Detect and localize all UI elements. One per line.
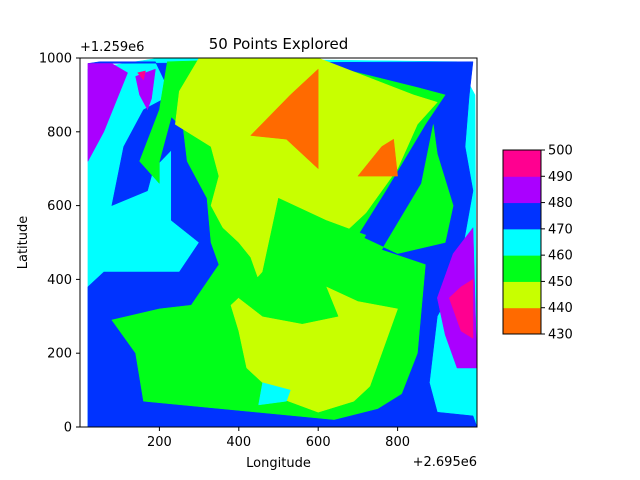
- y-offset-label: +1.259e6: [80, 40, 144, 55]
- contour-region-8: [87, 63, 128, 162]
- y-tick-label: 400: [47, 273, 72, 288]
- x-tick-label: 400: [226, 435, 251, 450]
- x-tick-label: 600: [306, 435, 331, 450]
- contour-region-6: [250, 68, 319, 170]
- y-axis: 0 200 400 600 800 1000: [39, 52, 80, 436]
- colorbar-tick-label: 450: [548, 275, 573, 290]
- colorbar-swatch: [503, 255, 541, 282]
- colorbar-tick-label: 490: [548, 170, 573, 185]
- colorbar-swatch: [503, 150, 541, 177]
- contour-region-5: [258, 382, 291, 406]
- contour-region-4: [238, 197, 367, 324]
- contour-region-7: [357, 138, 398, 177]
- plot-area: [87, 58, 477, 427]
- colorbar-tick-label: 470: [548, 222, 573, 237]
- y-tick-label: 0: [64, 421, 72, 436]
- colorbar-swatch: [503, 281, 541, 309]
- y-tick-label: 600: [47, 199, 72, 214]
- y-axis-label: Latitude: [16, 216, 31, 270]
- colorbar-tick-label: 440: [548, 301, 573, 316]
- y-tick-label: 800: [47, 125, 72, 140]
- y-tick-label: 1000: [39, 52, 72, 67]
- colorbar-swatch: [503, 228, 541, 256]
- x-axis: 200 400 600 800: [147, 427, 410, 450]
- colorbar: 430 440 450 460 470 480 490 500: [502, 144, 573, 343]
- colorbar-tick-label: 480: [548, 196, 573, 211]
- chart-title: 50 Points Explored: [209, 35, 349, 53]
- colorbar-frame: [502, 149, 542, 335]
- x-tick-label: 200: [147, 435, 172, 450]
- x-offset-label: +2.695e6: [413, 455, 477, 470]
- colorbar-swatch: [503, 202, 541, 230]
- plot-frame: [79, 57, 478, 428]
- colorbar-tick-label: 500: [548, 144, 573, 159]
- contour-region-11: [448, 278, 474, 339]
- contour-region-9: [135, 68, 156, 111]
- contour-region-12: [137, 70, 146, 81]
- colorbar-swatch: [503, 307, 541, 335]
- colorbar-tick-label: 460: [548, 249, 573, 264]
- y-tick-label: 200: [47, 347, 72, 362]
- x-axis-label: Longitude: [246, 456, 311, 471]
- colorbar-tick-label: 430: [548, 328, 573, 343]
- x-tick-label: 800: [385, 435, 410, 450]
- colorbar-swatch: [503, 176, 541, 204]
